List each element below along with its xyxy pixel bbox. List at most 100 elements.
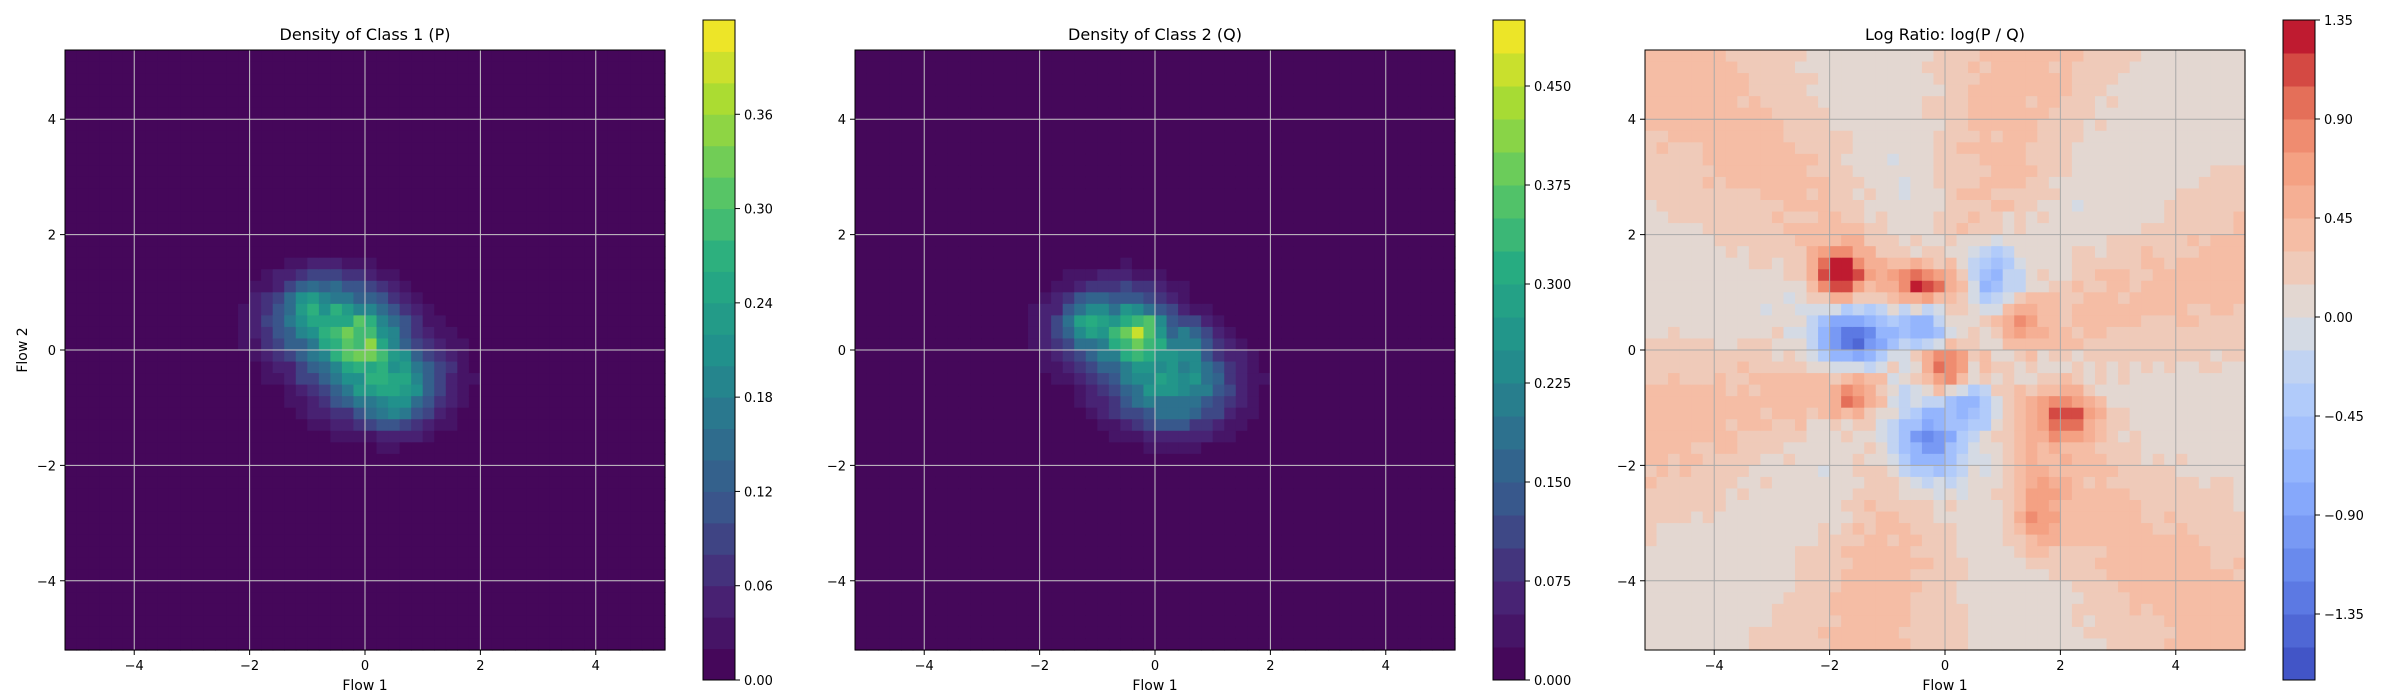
heatmap-cell [480, 407, 493, 420]
heatmap-cell [422, 430, 435, 443]
heatmap-cell [1143, 430, 1156, 443]
heatmap-cell [1316, 257, 1329, 270]
heatmap-cell [1120, 280, 1133, 293]
heatmap-cell [1028, 292, 1041, 305]
heatmap-cell [1224, 476, 1237, 490]
heatmap-cell [480, 615, 493, 628]
heatmap-cell [1258, 119, 1271, 132]
heatmap-cell [203, 107, 216, 120]
heatmap-cell [1155, 442, 1168, 455]
heatmap-cell [353, 580, 366, 593]
heatmap-cell [1028, 153, 1041, 166]
heatmap-cell [99, 326, 112, 340]
heatmap-cell [1189, 338, 1202, 351]
heatmap-cell [878, 142, 891, 155]
heatmap-cell [515, 361, 528, 374]
heatmap-cell [607, 96, 620, 109]
heatmap-cell [480, 292, 493, 305]
heatmap-cell [572, 361, 585, 374]
heatmap-cell [584, 153, 597, 166]
heatmap-cell [191, 96, 205, 109]
heatmap-cell [526, 326, 539, 340]
heatmap-cell [1293, 61, 1306, 74]
heatmap-cell [445, 396, 458, 409]
heatmap-cell [111, 153, 124, 166]
heatmap-cell [1097, 569, 1110, 582]
heatmap-cell [1120, 373, 1133, 386]
heatmap-cell [341, 280, 355, 293]
heatmap-cell [1166, 84, 1179, 97]
heatmap-cell [1235, 142, 1248, 155]
heatmap-cell [641, 419, 655, 432]
heatmap-cell [1201, 188, 1214, 201]
heatmap-cell [122, 315, 135, 328]
heatmap-cell [145, 326, 158, 340]
heatmap-cell [1028, 84, 1041, 97]
heatmap-cell [889, 534, 902, 547]
heatmap-cell [295, 84, 308, 97]
heatmap-cell [1339, 338, 1352, 351]
heatmap-cell [1258, 50, 1271, 63]
heatmap-cell [1005, 119, 1018, 132]
heatmap-cell [157, 580, 170, 593]
heatmap-cell [1235, 188, 1248, 201]
heatmap-cell [365, 223, 378, 236]
heatmap-cell [376, 534, 389, 547]
heatmap-cell [526, 303, 539, 316]
heatmap-cell [1305, 603, 1318, 616]
heatmap-cell [549, 476, 562, 490]
heatmap-cell [889, 119, 902, 132]
heatmap-cell [157, 442, 170, 455]
heatmap-cell [145, 580, 158, 593]
heatmap-cell [99, 615, 112, 628]
heatmap-cell [958, 557, 971, 570]
heatmap-cell [376, 153, 389, 166]
heatmap-cell [422, 61, 435, 74]
heatmap-cell [584, 361, 597, 374]
heatmap-cell [970, 442, 983, 455]
heatmap-cell [330, 303, 343, 316]
heatmap-cell [1062, 142, 1075, 155]
heatmap-cell [203, 96, 216, 109]
heatmap-cell [503, 326, 516, 340]
heatmap-cell [1028, 430, 1041, 443]
heatmap-cell [284, 557, 297, 570]
heatmap-cell [191, 569, 205, 582]
heatmap-cell [76, 430, 89, 443]
heatmap-cell [526, 269, 539, 282]
heatmap-cell [1155, 96, 1168, 109]
heatmap-cell [249, 223, 262, 236]
heatmap-cell [307, 119, 320, 132]
heatmap-cell [1131, 107, 1145, 120]
heatmap-cell [226, 153, 239, 166]
heatmap-cell [618, 130, 631, 143]
heatmap-cell [65, 176, 78, 190]
heatmap-cell [901, 269, 914, 282]
heatmap-cell [1039, 569, 1052, 582]
heatmap-cell [526, 615, 539, 628]
heatmap-cell [549, 615, 562, 628]
heatmap-cell [145, 292, 158, 305]
heatmap-cell [226, 419, 239, 432]
heatmap-cell [434, 500, 447, 513]
heatmap-cell [1039, 476, 1052, 490]
heatmap-cell [341, 419, 355, 432]
heatmap-cell [1270, 269, 1283, 282]
heatmap-cell [445, 638, 458, 651]
heatmap-cell [76, 119, 89, 132]
heatmap-cell [1305, 615, 1318, 628]
heatmap-cell [191, 384, 205, 397]
heatmap-cell [111, 592, 124, 605]
heatmap-cell [1155, 546, 1168, 559]
heatmap-cell [1270, 211, 1283, 224]
heatmap-cell [1051, 223, 1064, 236]
heatmap-cell [191, 280, 205, 293]
heatmap-cell [549, 315, 562, 328]
heatmap-cell [503, 130, 516, 143]
heatmap-cell [388, 442, 401, 455]
heatmap-cell [889, 50, 902, 63]
heatmap-cell [1281, 500, 1295, 513]
heatmap-cell [434, 315, 447, 328]
heatmap-cell [653, 534, 666, 547]
heatmap-cell [526, 315, 539, 328]
